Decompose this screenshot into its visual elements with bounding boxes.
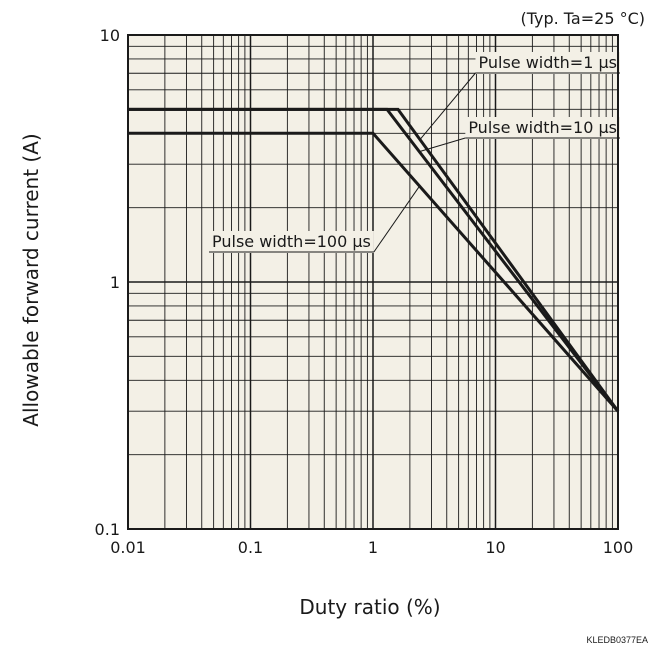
x-tick-label: 0.1: [238, 538, 263, 557]
leader-line: [419, 137, 466, 153]
series-label-bg: [209, 231, 374, 253]
y-axis-label: Allowable forward current (A): [19, 133, 43, 426]
callouts: Pulse width=1 μs Pulse width=10 μs Pulse w…: [209, 52, 620, 253]
x-tick-label: 1: [368, 538, 378, 557]
series-label-3: Pulse width=100 μs: [212, 232, 371, 251]
y-tick-label: 10: [100, 26, 120, 45]
plot-frame: [127, 34, 619, 530]
x-tick-label: 100: [603, 538, 634, 557]
leader-line: [373, 185, 420, 253]
y-tick-label: 0.1: [95, 520, 120, 539]
leader-line: [419, 72, 476, 140]
series-line-3: [128, 131, 620, 413]
x-axis-label: Duty ratio (%): [299, 595, 440, 619]
y-tick-label: 1: [110, 273, 120, 292]
x-tick-label: 10: [485, 538, 505, 557]
series-line-2: [128, 107, 620, 413]
series-label-bg: [475, 52, 620, 74]
figure-code: KLEDB0377EA: [586, 635, 648, 645]
condition-note: (Typ. Ta=25 °C): [520, 9, 645, 28]
series-label-1: Pulse width=1 μs: [478, 53, 617, 72]
x-tick-label: 0.01: [110, 538, 146, 557]
series-label-bg: [465, 117, 620, 139]
grid: [128, 35, 618, 529]
series-layer: [128, 107, 620, 413]
series-label-2: Pulse width=10 μs: [468, 118, 617, 137]
